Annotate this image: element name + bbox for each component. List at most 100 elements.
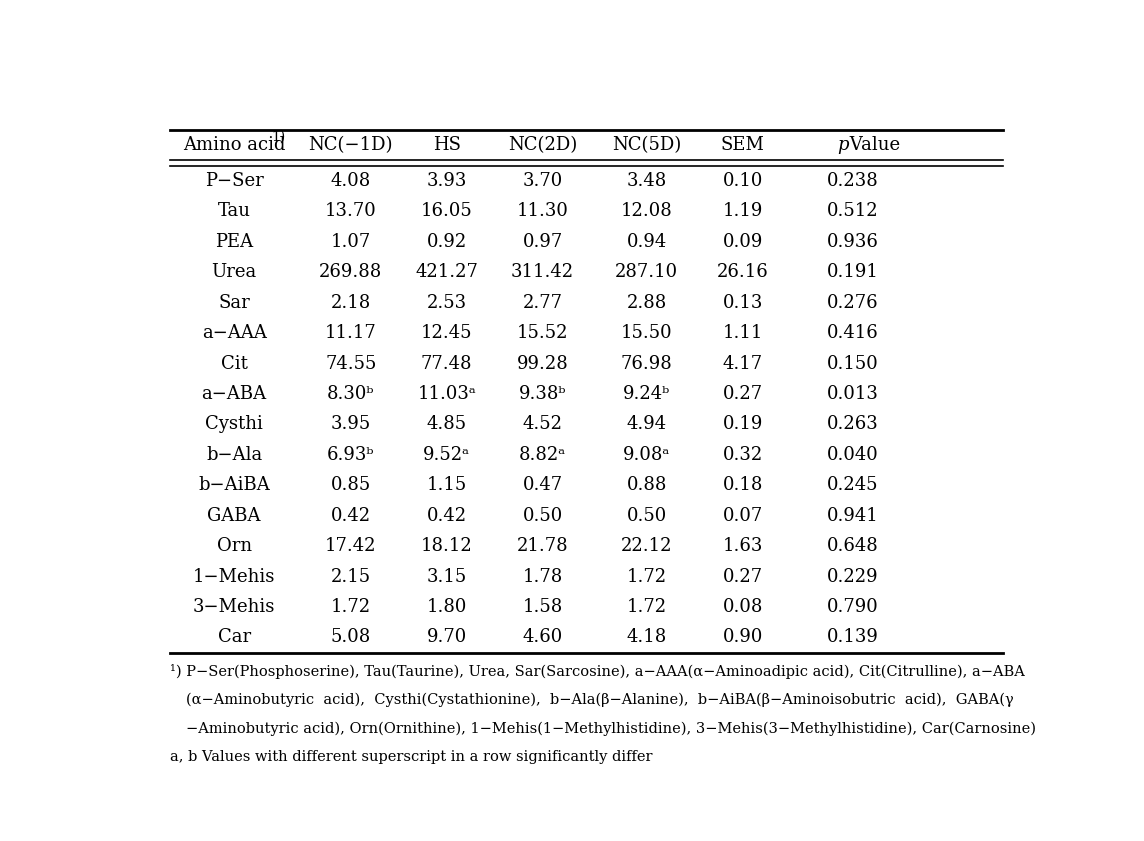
Text: 4.52: 4.52 xyxy=(523,415,563,433)
Text: 2.15: 2.15 xyxy=(331,568,371,585)
Text: 0.09: 0.09 xyxy=(722,233,763,251)
Text: 0.07: 0.07 xyxy=(723,506,763,525)
Text: 0.229: 0.229 xyxy=(827,568,879,585)
Text: 0.10: 0.10 xyxy=(722,172,763,190)
Text: 4.18: 4.18 xyxy=(627,628,667,647)
Text: Tau: Tau xyxy=(217,203,251,220)
Text: 3.93: 3.93 xyxy=(427,172,467,190)
Text: 0.512: 0.512 xyxy=(827,203,879,220)
Text: 99.28: 99.28 xyxy=(517,355,569,373)
Text: 5.08: 5.08 xyxy=(331,628,371,647)
Text: 1.80: 1.80 xyxy=(427,598,467,616)
Text: 0.263: 0.263 xyxy=(827,415,879,433)
Text: 0.13: 0.13 xyxy=(722,294,763,312)
Text: NC(2D): NC(2D) xyxy=(508,135,578,154)
Text: NC(5D): NC(5D) xyxy=(612,135,682,154)
Text: 4.08: 4.08 xyxy=(331,172,371,190)
Text: 21.78: 21.78 xyxy=(517,537,569,555)
Text: HS: HS xyxy=(432,135,461,154)
Text: 1.72: 1.72 xyxy=(627,598,667,616)
Text: 74.55: 74.55 xyxy=(325,355,376,373)
Text: 0.08: 0.08 xyxy=(722,598,763,616)
Text: 421.27: 421.27 xyxy=(415,263,478,281)
Text: ¹) P−Ser(Phosphoserine), Tau(Taurine), Urea, Sar(Sarcosine), a−AAA(α−Aminoadipic: ¹) P−Ser(Phosphoserine), Tau(Taurine), U… xyxy=(169,664,1025,680)
Text: 6.93ᵇ: 6.93ᵇ xyxy=(327,446,374,464)
Text: 3.15: 3.15 xyxy=(427,568,467,585)
Text: 0.92: 0.92 xyxy=(427,233,467,251)
Text: Orn: Orn xyxy=(216,537,252,555)
Text: a−ABA: a−ABA xyxy=(201,385,267,403)
Text: 26.16: 26.16 xyxy=(716,263,769,281)
Text: 8.30ᵇ: 8.30ᵇ xyxy=(327,385,374,403)
Text: 77.48: 77.48 xyxy=(421,355,472,373)
Text: 0.42: 0.42 xyxy=(427,506,467,525)
Text: 1−Mehis: 1−Mehis xyxy=(193,568,276,585)
Text: 0.245: 0.245 xyxy=(827,476,879,495)
Text: 0.150: 0.150 xyxy=(827,355,879,373)
Text: 0.27: 0.27 xyxy=(723,385,763,403)
Text: 22.12: 22.12 xyxy=(621,537,673,555)
Text: 4.85: 4.85 xyxy=(427,415,467,433)
Text: 15.50: 15.50 xyxy=(621,324,673,342)
Text: 0.97: 0.97 xyxy=(523,233,563,251)
Text: 9.52ᵃ: 9.52ᵃ xyxy=(423,446,470,464)
Text: 2.77: 2.77 xyxy=(523,294,563,312)
Text: 0.27: 0.27 xyxy=(723,568,763,585)
Text: 3−Mehis: 3−Mehis xyxy=(193,598,276,616)
Text: 0.416: 0.416 xyxy=(827,324,879,342)
Text: 1.72: 1.72 xyxy=(331,598,371,616)
Text: 9.70: 9.70 xyxy=(427,628,467,647)
Text: b−AiBA: b−AiBA xyxy=(198,476,270,495)
Text: 0.941: 0.941 xyxy=(827,506,879,525)
Text: 17.42: 17.42 xyxy=(325,537,376,555)
Text: 8.82ᵃ: 8.82ᵃ xyxy=(519,446,566,464)
Text: PEA: PEA xyxy=(215,233,253,251)
Text: GABA: GABA xyxy=(207,506,261,525)
Text: 1.63: 1.63 xyxy=(722,537,763,555)
Text: 3.70: 3.70 xyxy=(523,172,563,190)
Text: Value: Value xyxy=(844,135,900,154)
Text: Amino acid: Amino acid xyxy=(183,135,286,154)
Text: 11.17: 11.17 xyxy=(325,324,376,342)
Text: 0.90: 0.90 xyxy=(722,628,763,647)
Text: 1.19: 1.19 xyxy=(722,203,763,220)
Text: 0.040: 0.040 xyxy=(827,446,879,464)
Text: 1.72: 1.72 xyxy=(627,568,667,585)
Text: 9.08ᵃ: 9.08ᵃ xyxy=(623,446,670,464)
Text: 2.53: 2.53 xyxy=(427,294,467,312)
Text: 11.30: 11.30 xyxy=(517,203,569,220)
Text: Cit: Cit xyxy=(221,355,247,373)
Text: 287.10: 287.10 xyxy=(615,263,678,281)
Text: 0.191: 0.191 xyxy=(827,263,879,281)
Text: 9.24ᵇ: 9.24ᵇ xyxy=(623,385,670,403)
Text: 4.17: 4.17 xyxy=(723,355,763,373)
Text: 12.08: 12.08 xyxy=(621,203,673,220)
Text: 0.50: 0.50 xyxy=(523,506,563,525)
Text: 0.19: 0.19 xyxy=(722,415,763,433)
Text: 0.648: 0.648 xyxy=(827,537,879,555)
Text: NC(−1D): NC(−1D) xyxy=(309,135,394,154)
Text: b−Ala: b−Ala xyxy=(206,446,262,464)
Text: 0.32: 0.32 xyxy=(723,446,763,464)
Text: 0.94: 0.94 xyxy=(627,233,667,251)
Text: 0.139: 0.139 xyxy=(827,628,879,647)
Text: 1.78: 1.78 xyxy=(523,568,563,585)
Text: 311.42: 311.42 xyxy=(511,263,574,281)
Text: 13.70: 13.70 xyxy=(325,203,376,220)
Text: 4.60: 4.60 xyxy=(523,628,563,647)
Text: a, b Values with different superscript in a row significantly differ: a, b Values with different superscript i… xyxy=(169,750,652,764)
Text: Sar: Sar xyxy=(219,294,251,312)
Text: 9.38ᵇ: 9.38ᵇ xyxy=(518,385,566,403)
Text: 76.98: 76.98 xyxy=(621,355,673,373)
Text: 3.48: 3.48 xyxy=(627,172,667,190)
Text: Car: Car xyxy=(217,628,251,647)
Text: 269.88: 269.88 xyxy=(319,263,382,281)
Text: 0.790: 0.790 xyxy=(827,598,879,616)
Text: 3.95: 3.95 xyxy=(331,415,371,433)
Text: 1.15: 1.15 xyxy=(427,476,467,495)
Text: 15.52: 15.52 xyxy=(517,324,569,342)
Text: 1): 1) xyxy=(271,130,286,143)
Text: 11.03ᵃ: 11.03ᵃ xyxy=(418,385,476,403)
Text: P−Ser: P−Ser xyxy=(205,172,263,190)
Text: SEM: SEM xyxy=(721,135,764,154)
